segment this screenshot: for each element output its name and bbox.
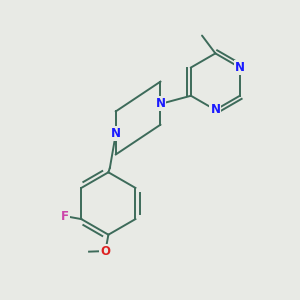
Text: N: N [210,103,220,116]
Text: F: F [61,210,69,223]
Text: O: O [100,244,110,258]
Text: N: N [111,127,121,140]
Text: N: N [155,98,165,110]
Text: N: N [235,61,245,74]
